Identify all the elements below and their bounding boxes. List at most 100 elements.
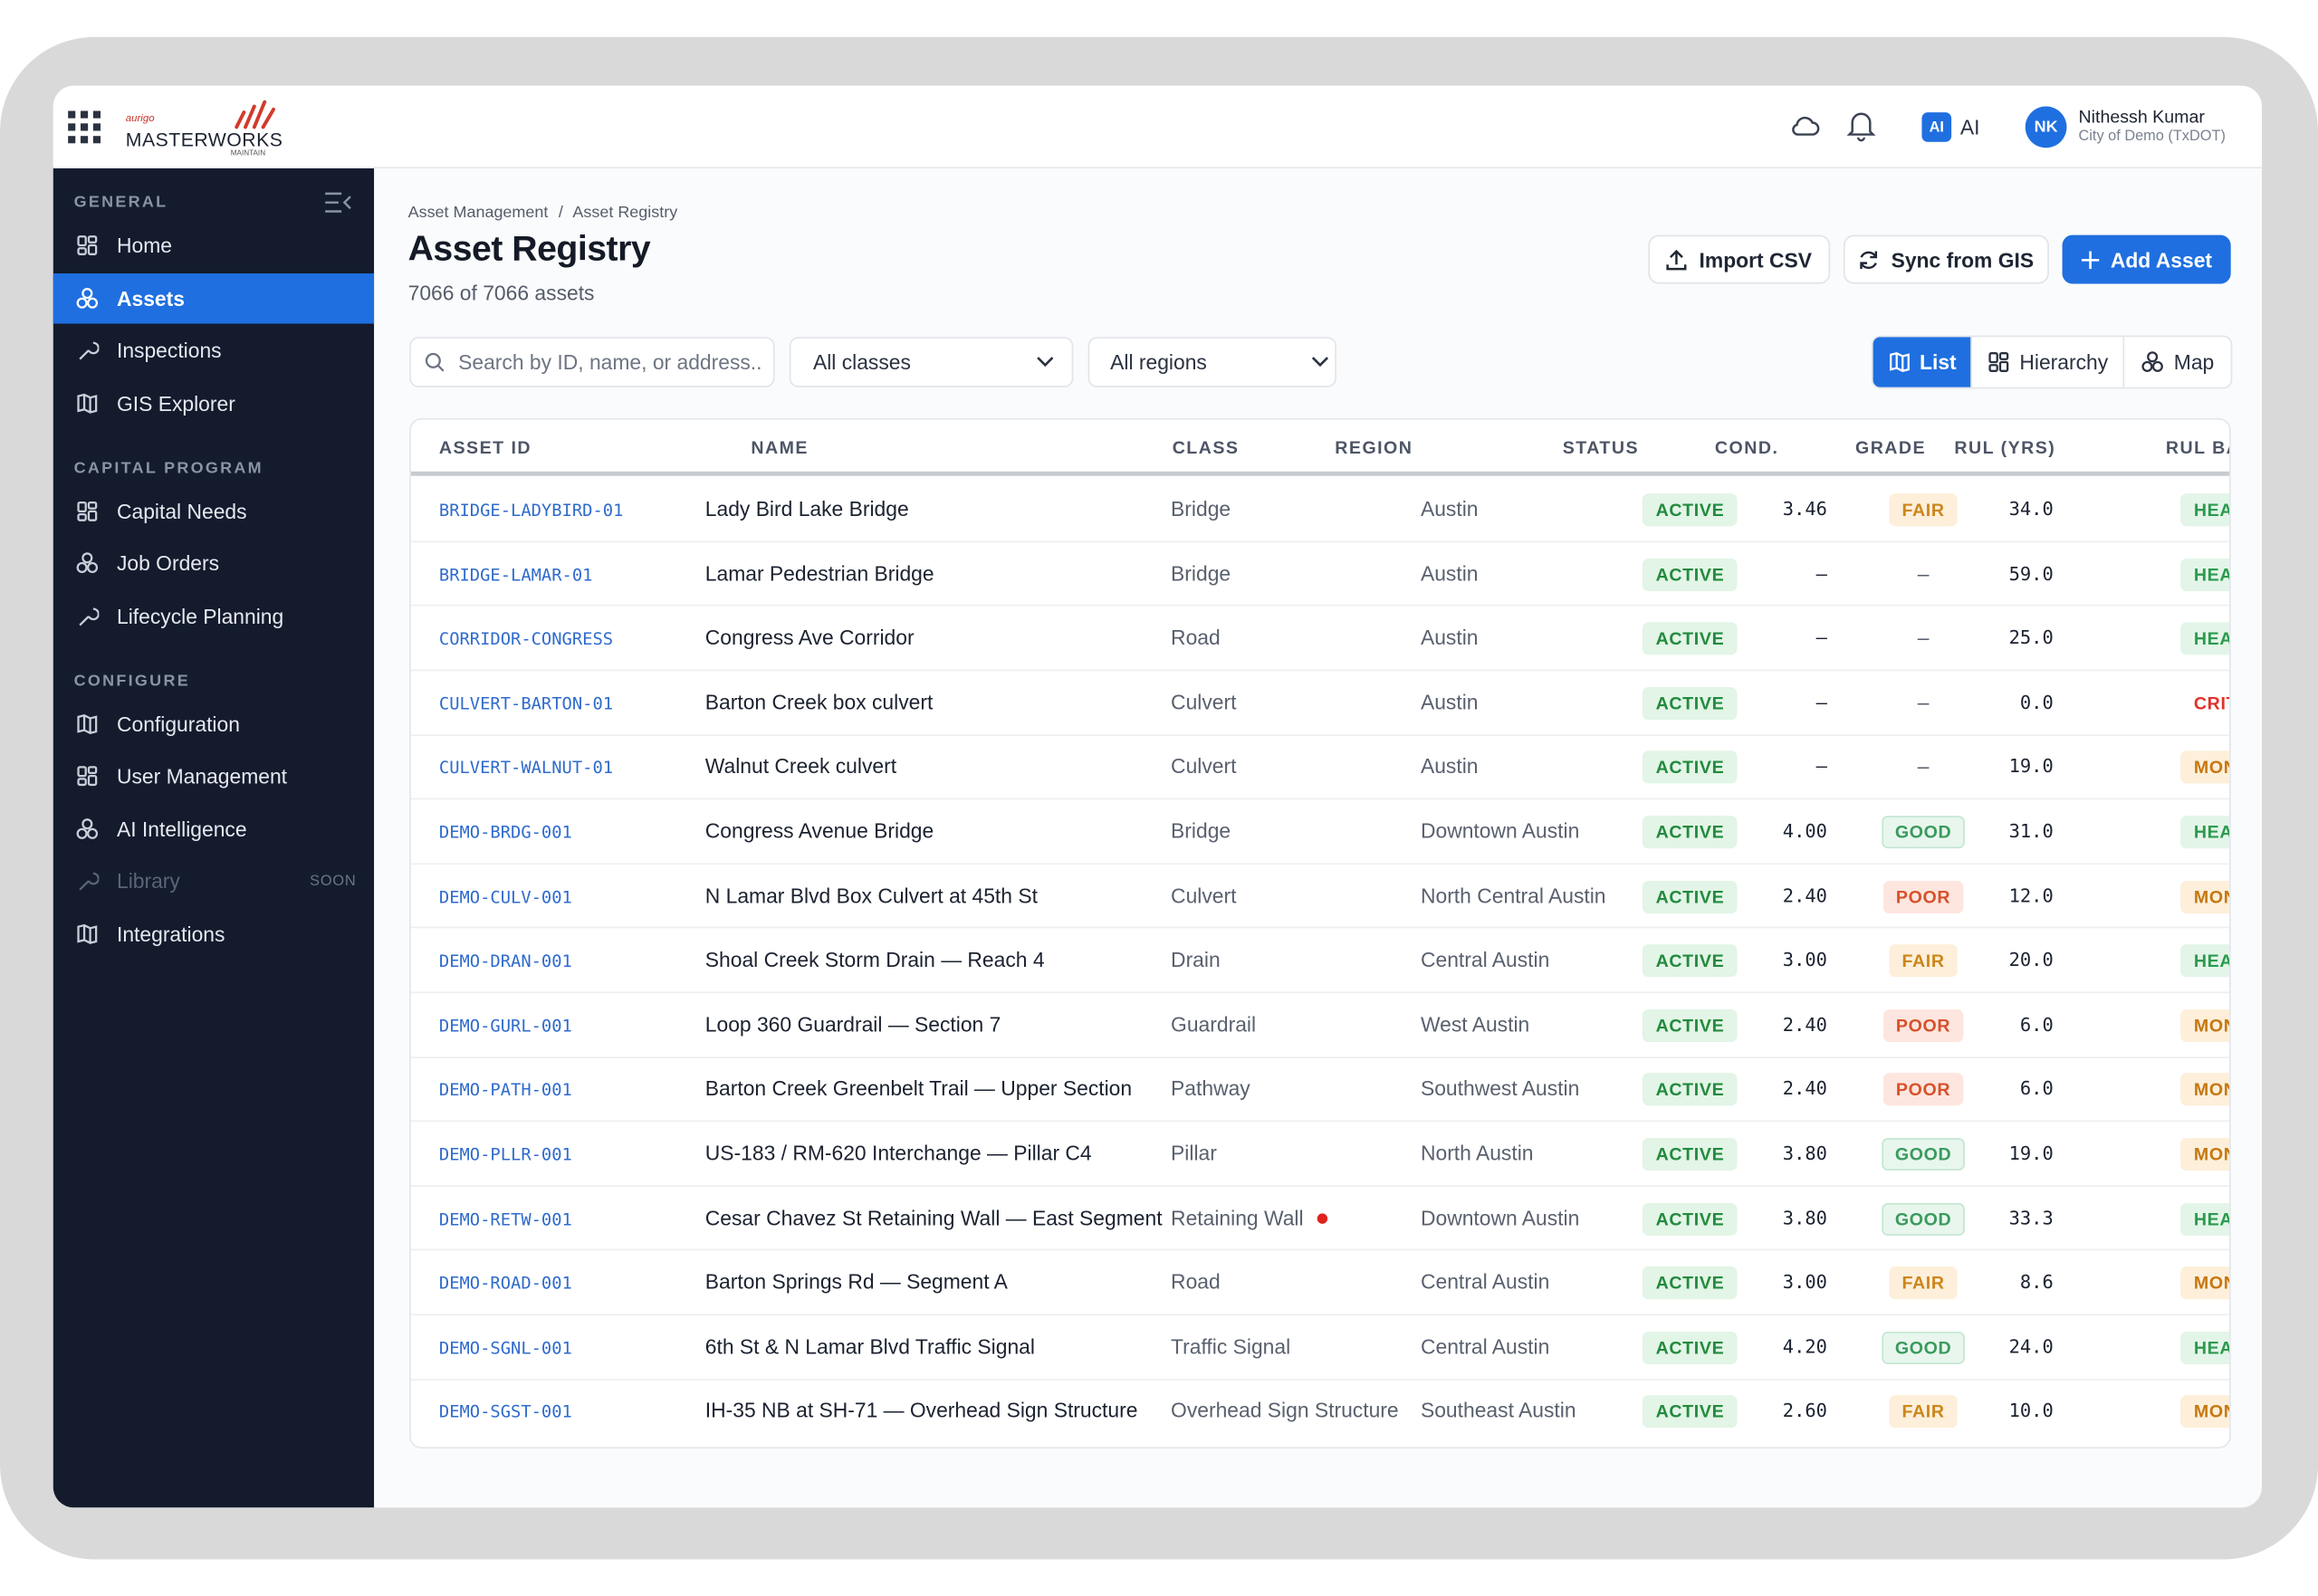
asset-id[interactable]: CULVERT-BARTON-01 (438, 693, 614, 714)
table-cell: Central Austin (1421, 1334, 1549, 1358)
table-cell: – (1867, 754, 1979, 778)
asset-id[interactable]: DEMO-RETW-001 (438, 1208, 572, 1229)
ai-label[interactable]: AI (1959, 115, 1980, 139)
table-cell: Traffic Signal (1171, 1334, 1290, 1358)
nav-item[interactable]: Capital Needs (53, 485, 374, 536)
table-cell: 33.3 (2009, 1206, 2054, 1228)
rul-years: 19.0 (2008, 1142, 2054, 1164)
asset-id[interactable]: DEMO-PATH-001 (438, 1079, 572, 1101)
view-button[interactable]: Hierarchy (1970, 337, 2123, 387)
table-cell: Culvert (1171, 690, 1236, 713)
add-asset-button[interactable]: Add Asset (2062, 234, 2231, 284)
page-title: Asset Registry (407, 229, 651, 270)
asset-id[interactable]: DEMO-GURL-001 (438, 1015, 572, 1037)
asset-region: Downtown Austin (1420, 818, 1580, 843)
condition: 2.40 (1782, 1012, 1827, 1036)
nav-icon (77, 235, 98, 255)
badge: HEAL (2180, 816, 2230, 849)
table-cell: Cesar Chavez St Retaining Wall — East Se… (705, 1206, 1163, 1229)
row-divider (410, 669, 2230, 672)
collapse-icon[interactable] (324, 191, 354, 215)
condition: 4.00 (1782, 819, 1827, 842)
table-cell: 34.0 (2009, 497, 2054, 519)
condition: 3.00 (1782, 1270, 1827, 1294)
table-cell: CORRIDOR-CONGRESS (439, 626, 613, 649)
table-cell: ACTIVE (1642, 1008, 1738, 1042)
table-cell: ACTIVE (1642, 1331, 1738, 1364)
asset-class: Culvert (1171, 883, 1237, 907)
asset-class: Culvert (1171, 754, 1237, 779)
table-cell: CULVERT-BARTON-01 (439, 690, 613, 713)
region-filter[interactable]: All regions (1087, 337, 1336, 387)
bell-icon[interactable] (1846, 110, 1876, 142)
nav-item[interactable]: GIS Explorer (53, 377, 374, 428)
asset-count: 7066 of 7066 assets (407, 281, 595, 305)
rul-years: 6.0 (2019, 1077, 2054, 1100)
asset-class: Bridge (1171, 496, 1231, 521)
nav-item[interactable]: Lifecycle Planning (53, 590, 374, 641)
condition: 2.60 (1782, 1399, 1827, 1422)
chevron (1037, 357, 1054, 368)
row-divider (410, 1249, 2230, 1251)
asset-id[interactable]: DEMO-BRDG-001 (438, 821, 572, 843)
nav-item[interactable]: Integrations (53, 908, 374, 959)
table-cell: MONI (2180, 880, 2230, 913)
table-cell: MONI (2180, 1266, 2230, 1300)
ai-badge[interactable]: AI (1921, 112, 1952, 142)
table-cell: GOOD (1867, 816, 1979, 849)
table-cell: – (1816, 562, 1827, 584)
asset-region: North Austin (1420, 1141, 1534, 1165)
nav-item[interactable]: User Management (53, 750, 374, 801)
table-cell: Southeast Austin (1421, 1399, 1576, 1422)
cloud-icon[interactable] (1789, 112, 1822, 139)
column-header: GRADE (1854, 437, 1927, 459)
table-cell: Downtown Austin (1421, 818, 1579, 842)
breadcrumb-item[interactable]: Asset Management (407, 204, 549, 222)
nav-item[interactable]: Job Orders (53, 538, 374, 588)
import-csv-button[interactable]: Import CSV (1648, 234, 1831, 284)
asset-id[interactable]: DEMO-SGST-001 (438, 1401, 572, 1423)
condition: 2.40 (1782, 1077, 1827, 1100)
search-input[interactable]: Search by ID, name, or address.. (409, 337, 775, 387)
table-cell: ACTIVE (1642, 944, 1738, 978)
rul-years: 24.0 (2008, 1334, 2054, 1358)
table-cell: Retaining Wall (1171, 1206, 1327, 1229)
nav-label: Assets (116, 285, 185, 311)
asset-id[interactable]: CORRIDOR-CONGRESS (438, 628, 614, 650)
nav-item[interactable]: Home (53, 220, 374, 271)
table-cell: 6.0 (2020, 1077, 2054, 1099)
badge: ACTIVE (1642, 880, 1738, 913)
nav-item[interactable]: Assets (53, 272, 375, 323)
asset-id[interactable]: BRIDGE-LADYBIRD-01 (438, 499, 624, 521)
rul-years: 33.3 (2008, 1206, 2054, 1228)
asset-id[interactable]: DEMO-DRAN-001 (438, 951, 572, 971)
avatar[interactable]: NK (2025, 106, 2067, 148)
badge: ACTIVE (1642, 1138, 1738, 1171)
asset-id[interactable]: BRIDGE-LAMAR-01 (438, 564, 593, 585)
sync-gis-button[interactable]: Sync from GIS (1843, 234, 2049, 284)
plus-icon (2081, 250, 2099, 269)
asset-id[interactable]: CULVERT-WALNUT-01 (438, 757, 614, 779)
filter-label: All regions (1110, 349, 1207, 375)
table-cell: North Austin (1421, 1141, 1534, 1164)
table-cell: POOR (1867, 880, 1979, 913)
nav-item[interactable]: AI Intelligence (53, 803, 374, 854)
asset-id[interactable]: DEMO-CULV-001 (438, 885, 572, 907)
rul-years: 59.0 (2008, 561, 2054, 585)
asset-id[interactable]: DEMO-ROAD-001 (438, 1273, 572, 1294)
table-cell: DEMO-BRDG-001 (438, 818, 572, 843)
nav-item[interactable]: Inspections (53, 325, 374, 376)
view-button[interactable]: List (1873, 337, 1971, 387)
class-filter[interactable]: All classes (789, 337, 1074, 387)
asset-id[interactable]: DEMO-SGNL-001 (438, 1337, 572, 1359)
asset-name: Loop 360 Guardrail — Section 7 (704, 1012, 1001, 1037)
view-button[interactable]: Map (2122, 337, 2231, 387)
nav-item[interactable]: Configuration (53, 698, 374, 749)
rul-years: 0.0 (2019, 690, 2054, 713)
table-cell: ACTIVE (1642, 493, 1738, 527)
asset-class: Retaining Wall (1171, 1205, 1304, 1229)
asset-id[interactable]: DEMO-PLLR-001 (438, 1143, 572, 1165)
column-header: CLASS (1172, 437, 1240, 459)
apps-icon[interactable] (68, 110, 101, 144)
